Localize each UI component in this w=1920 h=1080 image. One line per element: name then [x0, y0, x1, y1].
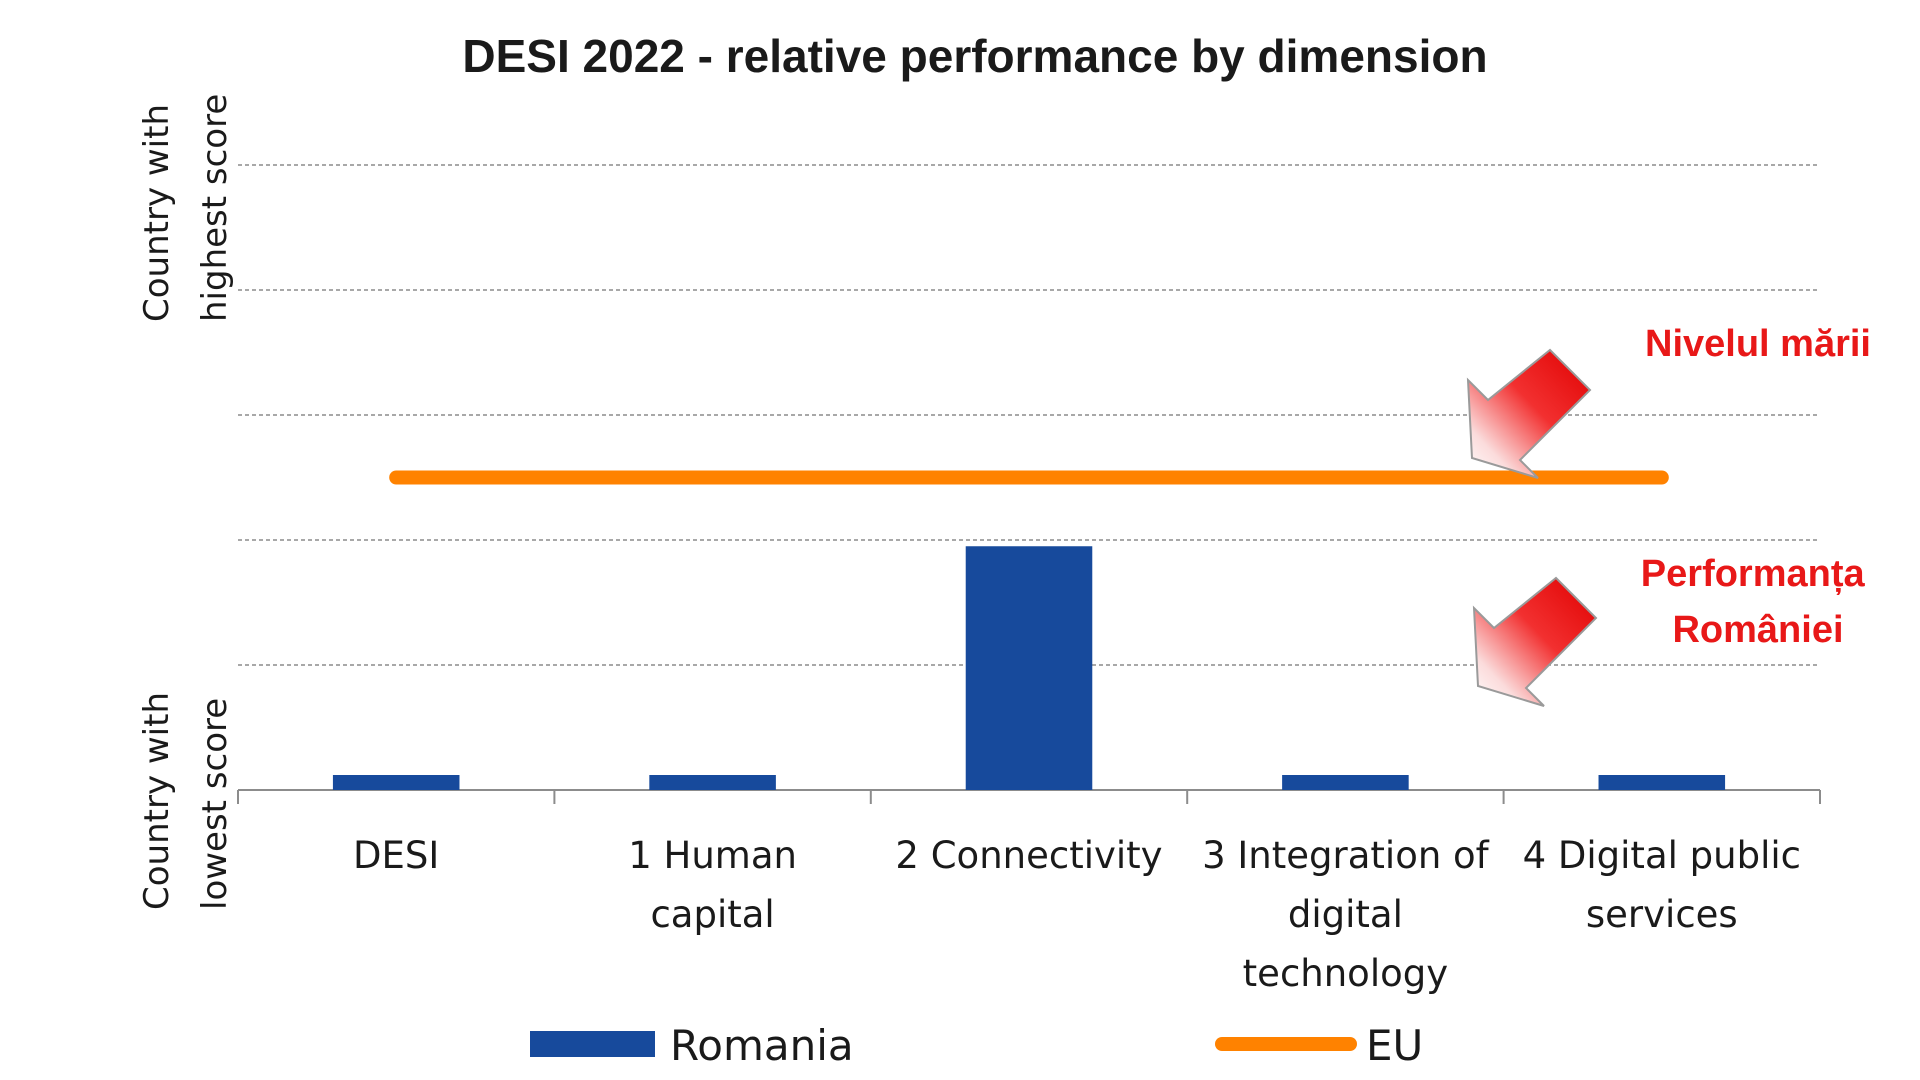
- x-tick-label-3-line-2: technology: [1243, 952, 1448, 995]
- x-tick-label-4: 4 Digital public services: [1523, 834, 1801, 936]
- x-tick-label-0-line-0: DESI: [353, 834, 439, 877]
- x-tick-label-3-line-0: 3 Integration of: [1202, 834, 1490, 877]
- y-label-bottom: Country with lowest score: [137, 681, 235, 910]
- y-label-bottom-line-1: Country with: [137, 692, 177, 910]
- y-label-top-line-1: Country with: [137, 104, 177, 322]
- x-tick-label-1-line-0: 1 Human: [628, 834, 797, 877]
- bar-series: [332, 546, 1726, 790]
- arrow-sea-level-icon: [1466, 348, 1592, 479]
- legend: Romania EU: [530, 1021, 1423, 1070]
- x-tick-label-1: 1 Human capital: [628, 834, 797, 936]
- bar-1: [649, 775, 776, 790]
- bar-3: [1282, 775, 1409, 790]
- x-axis: [237, 789, 1821, 804]
- chart-title: DESI 2022 - relative performance by dime…: [462, 30, 1487, 82]
- x-tick-label-2-line-0: 2 Connectivity: [895, 834, 1162, 877]
- annotation-sea-level-text: Nivelul mării: [1645, 323, 1871, 365]
- x-tick-labels: DESI 1 Human capital 2 Connectivity 3 Integr…: [353, 834, 1801, 995]
- bar-2: [965, 546, 1093, 790]
- x-tick-label-1-line-1: capital: [650, 893, 774, 936]
- annotation-romania-line-1: Performanța: [1641, 553, 1866, 595]
- x-tick-label-4-line-1: services: [1586, 893, 1738, 936]
- bar-0: [332, 775, 460, 790]
- x-tick-label-2: 2 Connectivity: [895, 834, 1162, 877]
- x-tick-label-4-line-0: 4 Digital public: [1523, 834, 1801, 877]
- x-tick-label-0: DESI: [353, 834, 439, 877]
- x-tick-label-3-line-1: digital: [1288, 893, 1403, 936]
- x-tick-label-3: 3 Integration of digital technology: [1202, 834, 1490, 995]
- y-label-top: Country with highest score: [137, 93, 235, 322]
- bar-4: [1598, 775, 1726, 790]
- arrow-romania-performance-icon: [1472, 576, 1598, 707]
- annotation-romania-line-2: României: [1672, 609, 1843, 651]
- annotation-romania-performance: Performanța României: [1472, 553, 1875, 707]
- y-label-top-line-2: highest score: [195, 94, 235, 322]
- legend-label-eu: EU: [1366, 1021, 1423, 1070]
- legend-swatch-romania: [530, 1031, 655, 1057]
- annotation-romania-performance-text: Performanța României: [1641, 553, 1875, 651]
- y-label-bottom-line-2: lowest score: [195, 698, 235, 910]
- annotation-sea-level: Nivelul mării: [1466, 323, 1871, 479]
- legend-label-romania: Romania: [670, 1021, 854, 1070]
